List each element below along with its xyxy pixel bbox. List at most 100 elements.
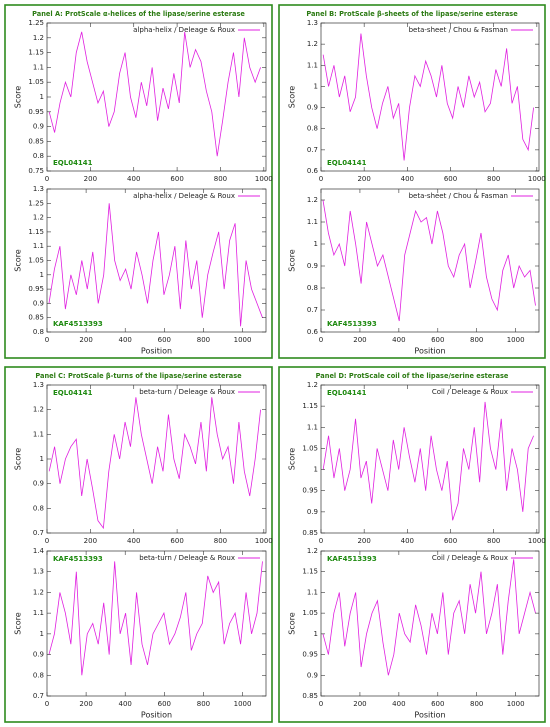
y-tick-label: 1 — [314, 82, 318, 90]
x-tick-label: 600 — [431, 700, 444, 708]
y-tick-label: 0.9 — [307, 104, 318, 112]
x-tick-label: 400 — [127, 537, 140, 545]
y-tick-label: 1.1 — [307, 61, 318, 69]
y-tick-label: 1.05 — [302, 444, 318, 452]
x-tick-label: 0 — [45, 175, 49, 183]
y-tick-label: 0.9 — [33, 480, 44, 488]
y-axis-label: Score — [288, 612, 297, 634]
legend-label: beta-sheet / Chou & Fasman — [409, 26, 508, 34]
plot-frame — [320, 22, 540, 172]
sequence-label: KAF4513393 — [327, 320, 377, 328]
panel-title: Panel D: ProtScale coil of the lipase/se… — [316, 372, 509, 380]
y-tick-label: 0.8 — [33, 671, 44, 679]
sequence-label: KAF4513393 — [327, 555, 377, 563]
y-tick-label: 0.9 — [307, 671, 318, 679]
panel-border — [278, 366, 546, 723]
y-tick-label: 1 — [40, 93, 44, 101]
y-tick-label: 1.1 — [33, 242, 44, 250]
x-tick-label: 800 — [487, 175, 500, 183]
x-tick-label: 0 — [45, 700, 49, 708]
x-tick-label: 0 — [319, 700, 323, 708]
legend-label: beta-turn / Deleage & Roux — [139, 388, 235, 396]
y-tick-label: 1.2 — [33, 588, 44, 596]
y-tick-label: 0.85 — [302, 529, 318, 537]
y-axis-label: Score — [288, 249, 297, 271]
y-tick-label: 0.8 — [33, 504, 44, 512]
x-tick-label: 0 — [319, 175, 323, 183]
x-axis-label: Position — [414, 711, 445, 720]
legend-label: Coil / Deleage & Roux — [432, 388, 508, 396]
sequence-label: EQL04141 — [53, 389, 93, 397]
y-tick-label: 1.05 — [302, 609, 318, 617]
legend-label: beta-sheet / Chou & Fasman — [409, 192, 508, 200]
x-tick-label: 1000 — [255, 175, 273, 183]
x-tick-label: 600 — [444, 175, 457, 183]
y-tick-label: 1 — [314, 630, 318, 638]
y-tick-label: 0.75 — [28, 167, 44, 175]
x-tick-label: 0 — [45, 336, 49, 344]
x-tick-label: 600 — [170, 537, 183, 545]
y-tick-label: 0.95 — [302, 651, 318, 659]
y-tick-label: 1.2 — [307, 381, 318, 389]
y-tick-label: 0.95 — [28, 285, 44, 293]
y-axis-label: Score — [14, 86, 23, 108]
x-tick-label: 0 — [319, 336, 323, 344]
x-tick-label: 800 — [470, 336, 483, 344]
panel-border — [278, 4, 546, 359]
x-tick-label: 1000 — [255, 537, 273, 545]
y-tick-label: 0.6 — [307, 328, 319, 336]
y-tick-label: 0.7 — [307, 146, 318, 154]
x-tick-label: 200 — [79, 700, 92, 708]
y-tick-label: 1.3 — [33, 185, 44, 193]
data-line — [48, 31, 261, 157]
x-tick-label: 400 — [127, 175, 140, 183]
y-tick-label: 0.8 — [33, 152, 44, 160]
y-tick-label: 1.2 — [307, 547, 318, 555]
y-axis-label: Score — [14, 448, 23, 470]
y-tick-label: 1.3 — [307, 19, 318, 27]
y-axis-label: Score — [288, 86, 297, 108]
plot-frame — [46, 22, 267, 172]
y-tick-label: 0.85 — [28, 137, 44, 145]
x-tick-label: 1000 — [234, 700, 252, 708]
y-tick-label: 0.7 — [307, 306, 318, 314]
plot-frame — [320, 188, 540, 333]
y-tick-label: 1.1 — [307, 218, 318, 226]
y-tick-label: 1 — [40, 455, 44, 463]
y-tick-label: 1.3 — [33, 568, 44, 576]
y-tick-label: 1.4 — [33, 547, 45, 555]
data-line — [322, 401, 534, 521]
y-tick-label: 1.2 — [307, 40, 318, 48]
x-tick-label: 1000 — [507, 700, 525, 708]
x-tick-label: 400 — [401, 175, 414, 183]
x-tick-label: 600 — [444, 537, 457, 545]
x-tick-label: 800 — [487, 537, 500, 545]
y-tick-label: 1.05 — [28, 78, 44, 86]
y-tick-label: 1.1 — [307, 423, 318, 431]
x-tick-label: 400 — [392, 336, 405, 344]
x-tick-label: 200 — [353, 336, 366, 344]
y-tick-label: 1.25 — [28, 199, 44, 207]
legend-label: beta-turn / Deleage & Roux — [139, 554, 235, 562]
x-axis-label: Position — [141, 347, 172, 356]
x-tick-label: 200 — [84, 175, 97, 183]
x-tick-label: 1000 — [234, 336, 252, 344]
y-tick-label: 1.05 — [28, 257, 44, 265]
data-line — [322, 33, 534, 161]
y-tick-label: 1.2 — [307, 196, 318, 204]
x-tick-label: 800 — [470, 700, 483, 708]
y-tick-label: 1.15 — [28, 49, 44, 57]
sequence-label: EQL04141 — [327, 389, 367, 397]
y-tick-label: 0.9 — [307, 262, 318, 270]
plot-frame — [46, 188, 267, 333]
panel-border — [4, 4, 273, 359]
data-line — [322, 199, 536, 322]
x-tick-label: 0 — [319, 537, 323, 545]
x-tick-label: 200 — [357, 537, 370, 545]
x-tick-label: 200 — [353, 700, 366, 708]
x-tick-label: 400 — [392, 700, 405, 708]
x-tick-label: 200 — [357, 175, 370, 183]
y-tick-label: 0.7 — [33, 529, 44, 537]
